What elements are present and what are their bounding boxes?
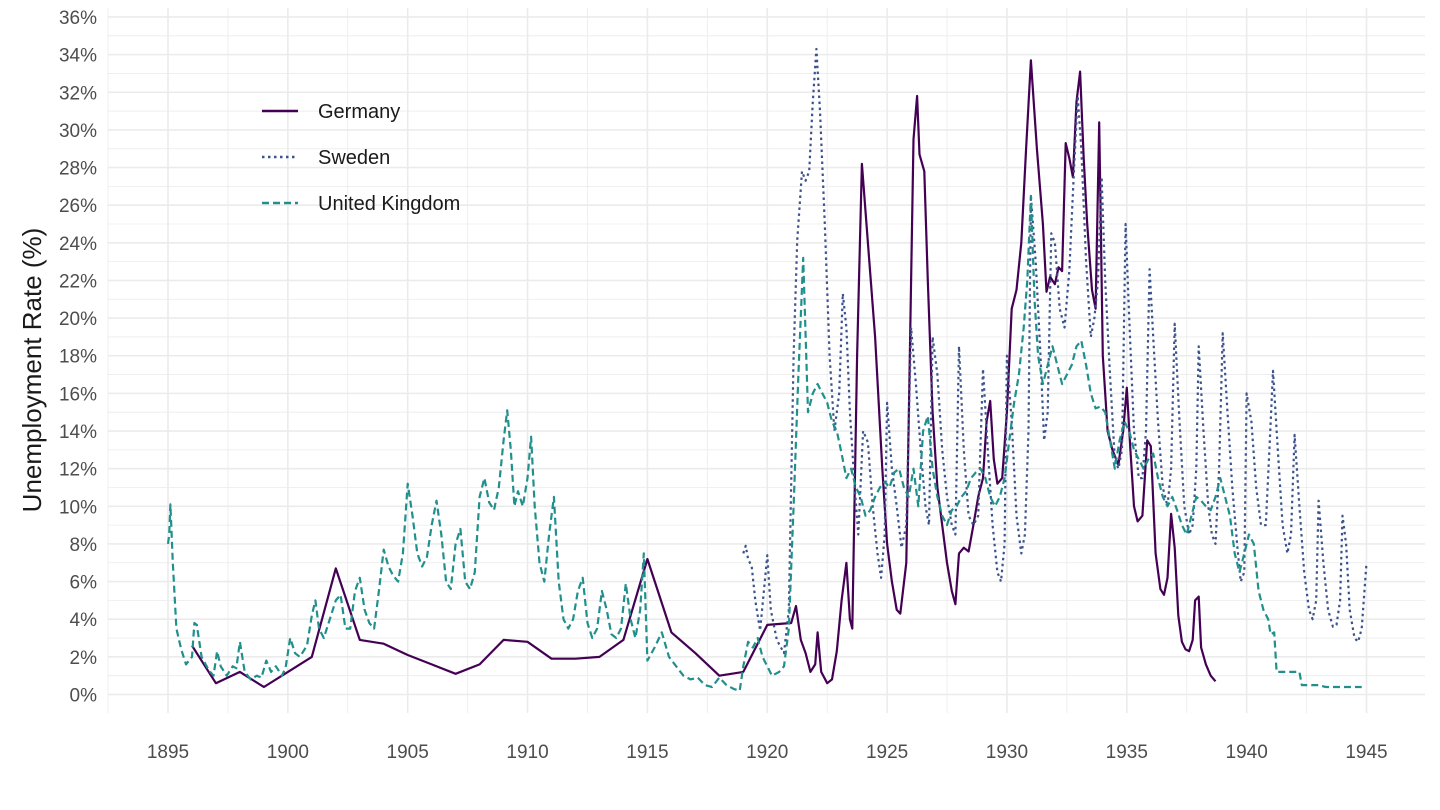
- x-tick-label: 1930: [986, 742, 1028, 763]
- x-tick-label: 1915: [626, 742, 668, 763]
- y-tick-label: 4%: [70, 610, 98, 631]
- y-tick-label: 14%: [59, 422, 97, 443]
- y-axis-tick-labels: 0% 2% 4% 6% 8% 10% 12% 14% 16% 18% 20% 22% 24% 26% 28%…: [59, 8, 97, 707]
- y-tick-label: 36%: [59, 8, 97, 29]
- y-tick-label: 20%: [59, 309, 97, 330]
- y-tick-label: 8%: [70, 535, 98, 556]
- y-tick-label: 18%: [59, 347, 97, 368]
- legend: Germany Sweden United Kingdom: [262, 101, 460, 215]
- y-tick-label: 0%: [70, 686, 98, 707]
- y-tick-label: 30%: [59, 121, 97, 142]
- x-tick-label: 1925: [866, 742, 908, 763]
- x-tick-label: 1895: [147, 742, 189, 763]
- legend-label: Sweden: [318, 147, 390, 169]
- y-tick-label: 24%: [59, 234, 97, 255]
- y-tick-label: 2%: [70, 648, 98, 669]
- x-tick-label: 1935: [1106, 742, 1148, 763]
- x-axis-tick-labels: 1895 1900 1905 1910 1915 1920 1925 1930 1935 1940…: [147, 742, 1388, 763]
- legend-label: United Kingdom: [318, 193, 460, 215]
- x-tick-label: 1940: [1226, 742, 1268, 763]
- y-tick-label: 22%: [59, 271, 97, 292]
- major-gridlines: [108, 8, 1425, 713]
- y-tick-label: 32%: [59, 83, 97, 104]
- y-tick-label: 10%: [59, 497, 97, 518]
- y-tick-label: 34%: [59, 46, 97, 67]
- legend-label: Germany: [318, 101, 400, 123]
- x-tick-label: 1945: [1345, 742, 1387, 763]
- series-line-sweden: [742, 47, 1368, 655]
- y-tick-label: 28%: [59, 159, 97, 180]
- y-tick-label: 26%: [59, 196, 97, 217]
- x-tick-label: 1905: [387, 742, 429, 763]
- y-tick-label: 16%: [59, 384, 97, 405]
- series-lines: [166, 47, 1368, 692]
- x-tick-label: 1920: [746, 742, 788, 763]
- series-line-germany: [191, 59, 1217, 689]
- series-line-united-kingdom: [166, 194, 1362, 692]
- x-tick-label: 1910: [506, 742, 548, 763]
- y-tick-label: 6%: [70, 573, 98, 594]
- x-tick-label: 1900: [267, 742, 309, 763]
- y-axis-title: Unemployment Rate (%): [17, 228, 47, 513]
- y-tick-label: 12%: [59, 460, 97, 481]
